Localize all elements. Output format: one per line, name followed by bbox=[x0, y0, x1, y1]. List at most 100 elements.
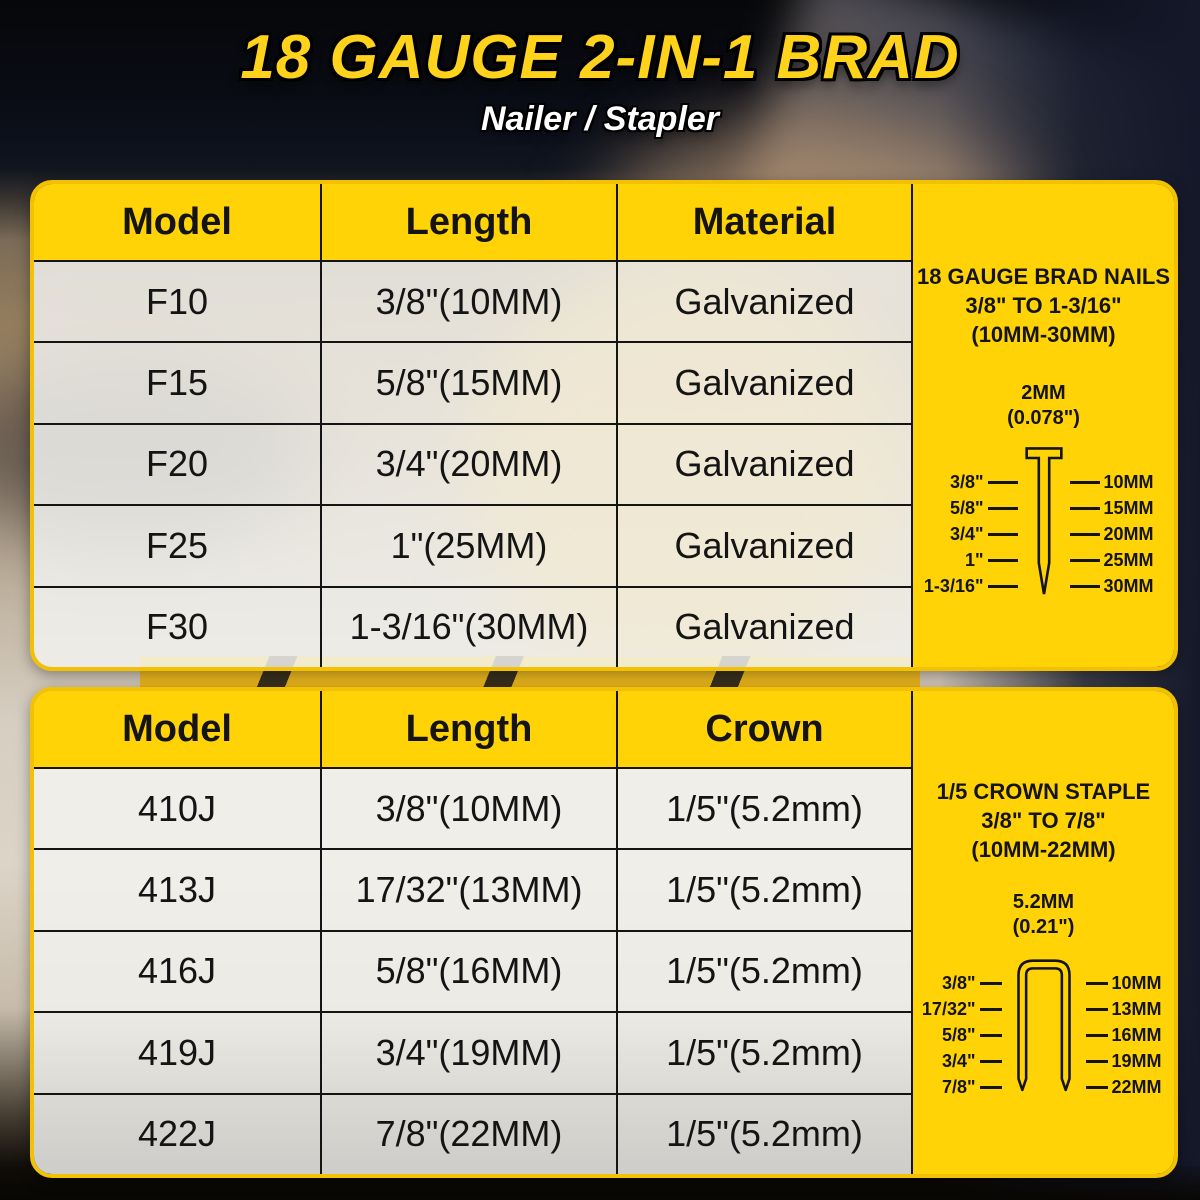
mm-label: 30MM bbox=[1103, 575, 1154, 596]
column-header-crown: Crown bbox=[618, 691, 911, 767]
size-row: 3/8" 10MM bbox=[913, 469, 1174, 495]
mm-label: 25MM bbox=[1103, 549, 1154, 570]
cell-length: 3/8"(10MM) bbox=[322, 260, 618, 342]
brad-gauge-mm: 2MM bbox=[1021, 382, 1066, 405]
tick-line bbox=[979, 1085, 1002, 1089]
tick-line bbox=[987, 532, 1018, 536]
tick-line bbox=[1069, 558, 1100, 562]
brad-nails-table: Model Length Material F10 3/8"(10MM) Gal… bbox=[34, 184, 911, 667]
tick-line bbox=[1069, 532, 1100, 536]
cell-model: F30 bbox=[34, 585, 322, 667]
cell-material: Galvanized bbox=[618, 585, 911, 667]
cell-length: 1-3/16"(30MM) bbox=[322, 585, 618, 667]
tick-line bbox=[1085, 1033, 1108, 1037]
mm-label: 10MM bbox=[1103, 471, 1154, 492]
cell-length: 5/8"(15MM) bbox=[322, 341, 618, 423]
cell-crown: 1/5"(5.2mm) bbox=[618, 767, 911, 849]
size-row: 3/4" 20MM bbox=[913, 521, 1174, 547]
mm-label: 16MM bbox=[1111, 1024, 1162, 1045]
column-header-length: Length bbox=[322, 691, 618, 767]
brad-panel-title-line3: (10MM-30MM) bbox=[971, 322, 1116, 348]
brad-nail-icon bbox=[1024, 447, 1063, 595]
inch-label: 17/32" bbox=[921, 998, 976, 1019]
staples-table: Model Length Crown 410J 3/8"(10MM) 1/5"(… bbox=[34, 691, 911, 1174]
mm-label: 19MM bbox=[1111, 1050, 1162, 1071]
size-row: 1" 25MM bbox=[913, 547, 1174, 573]
tick-line bbox=[1069, 506, 1100, 510]
tick-line bbox=[1069, 584, 1100, 588]
staples-section: Model Length Crown 410J 3/8"(10MM) 1/5"(… bbox=[30, 687, 1178, 1178]
cell-model: 413J bbox=[34, 848, 322, 930]
staple-icon bbox=[1016, 959, 1071, 1092]
tick-line bbox=[1085, 981, 1108, 985]
tick-line bbox=[987, 558, 1018, 562]
tick-line bbox=[1085, 1007, 1108, 1011]
cell-material: Galvanized bbox=[618, 422, 911, 505]
tick-line bbox=[1085, 1085, 1108, 1089]
mm-label: 10MM bbox=[1111, 972, 1162, 993]
staples-panel: 1/5 CROWN STAPLE 3/8" TO 7/8" (10MM-22MM… bbox=[911, 691, 1174, 1174]
inch-label: 3/8" bbox=[949, 471, 984, 492]
tick-line bbox=[1069, 480, 1100, 484]
staple-size-rows: 3/8" 10MM 17/32" 13MM 5/8" 16MM 3/4" bbox=[913, 944, 1174, 1100]
cell-model: 422J bbox=[34, 1092, 322, 1174]
cell-crown: 1/5"(5.2mm) bbox=[618, 929, 911, 1012]
tick-line bbox=[979, 1059, 1002, 1063]
brad-size-rows: 3/8" 10MM 5/8" 15MM 3/4" 20MM 1" bbox=[913, 435, 1174, 599]
tick-line bbox=[987, 480, 1018, 484]
inch-label: 1" bbox=[964, 549, 984, 570]
staple-gauge-label: 5.2MM (0.21") bbox=[1013, 890, 1075, 940]
cell-length: 3/4"(20MM) bbox=[322, 422, 618, 505]
column-header-length: Length bbox=[322, 184, 618, 260]
cell-model: F20 bbox=[34, 422, 322, 505]
inch-label: 7/8" bbox=[941, 1076, 976, 1097]
brad-nails-panel: 18 GAUGE BRAD NAILS 3/8" TO 1-3/16" (10M… bbox=[911, 184, 1174, 667]
size-row: 5/8" 15MM bbox=[913, 495, 1174, 521]
cell-length: 1"(25MM) bbox=[322, 504, 618, 586]
mm-label: 20MM bbox=[1103, 523, 1154, 544]
inch-label: 1-3/16" bbox=[923, 575, 984, 596]
cell-crown: 1/5"(5.2mm) bbox=[618, 1011, 911, 1093]
tick-line bbox=[1085, 1059, 1108, 1063]
size-row: 17/32" 13MM bbox=[913, 996, 1174, 1022]
staple-diagram: 3/8" 10MM 17/32" 13MM 5/8" 16MM 3/4" bbox=[913, 944, 1174, 1116]
cell-model: F10 bbox=[34, 260, 322, 342]
staple-gauge-mm: 5.2MM bbox=[1012, 891, 1075, 914]
tick-line bbox=[987, 584, 1018, 588]
inch-label: 3/8" bbox=[941, 972, 976, 993]
cell-model: F15 bbox=[34, 341, 322, 423]
page-subtitle: Nailer / Stapler bbox=[480, 100, 720, 138]
cell-material: Galvanized bbox=[618, 341, 911, 423]
cell-length: 3/4"(19MM) bbox=[322, 1011, 618, 1093]
size-row: 7/8" 22MM bbox=[913, 1074, 1174, 1100]
cell-model: 419J bbox=[34, 1011, 322, 1093]
subheader: Nailer / Stapler bbox=[0, 100, 1200, 139]
cell-length: 3/8"(10MM) bbox=[322, 767, 618, 849]
cell-length: 7/8"(22MM) bbox=[322, 1092, 618, 1174]
cell-material: Galvanized bbox=[618, 260, 911, 342]
brad-gauge-inch: (0.078") bbox=[1007, 407, 1080, 430]
column-header-model: Model bbox=[34, 691, 322, 767]
inch-label: 5/8" bbox=[941, 1024, 976, 1045]
brad-panel-title-line2: 3/8" TO 1-3/16" bbox=[965, 293, 1122, 319]
brad-panel-title: 18 GAUGE BRAD NAILS 3/8" TO 1-3/16" (10M… bbox=[917, 262, 1170, 349]
inch-label: 5/8" bbox=[949, 497, 984, 518]
cell-model: F25 bbox=[34, 504, 322, 586]
inch-label: 3/4" bbox=[949, 523, 984, 544]
header: 18 GAUGE 2-IN-1 BRAD bbox=[0, 22, 1200, 93]
staple-panel-title: 1/5 CROWN STAPLE 3/8" TO 7/8" (10MM-22MM… bbox=[937, 777, 1151, 864]
size-row: 1-3/16" 30MM bbox=[913, 573, 1174, 599]
cell-material: Galvanized bbox=[618, 504, 911, 586]
tick-line bbox=[987, 506, 1018, 510]
cell-length: 17/32"(13MM) bbox=[322, 848, 618, 930]
size-row: 3/8" 10MM bbox=[913, 970, 1174, 996]
cell-length: 5/8"(16MM) bbox=[322, 929, 618, 1012]
mm-label: 22MM bbox=[1111, 1076, 1162, 1097]
tick-line bbox=[979, 1033, 1002, 1037]
staple-gauge-inch: (0.21") bbox=[1012, 916, 1075, 939]
brad-nail-diagram: 3/8" 10MM 5/8" 15MM 3/4" 20MM 1" bbox=[913, 435, 1174, 615]
tick-line bbox=[979, 1007, 1002, 1011]
column-header-model: Model bbox=[34, 184, 322, 260]
cell-model: 416J bbox=[34, 929, 322, 1012]
staple-panel-title-line2: 3/8" TO 7/8" bbox=[981, 808, 1106, 834]
